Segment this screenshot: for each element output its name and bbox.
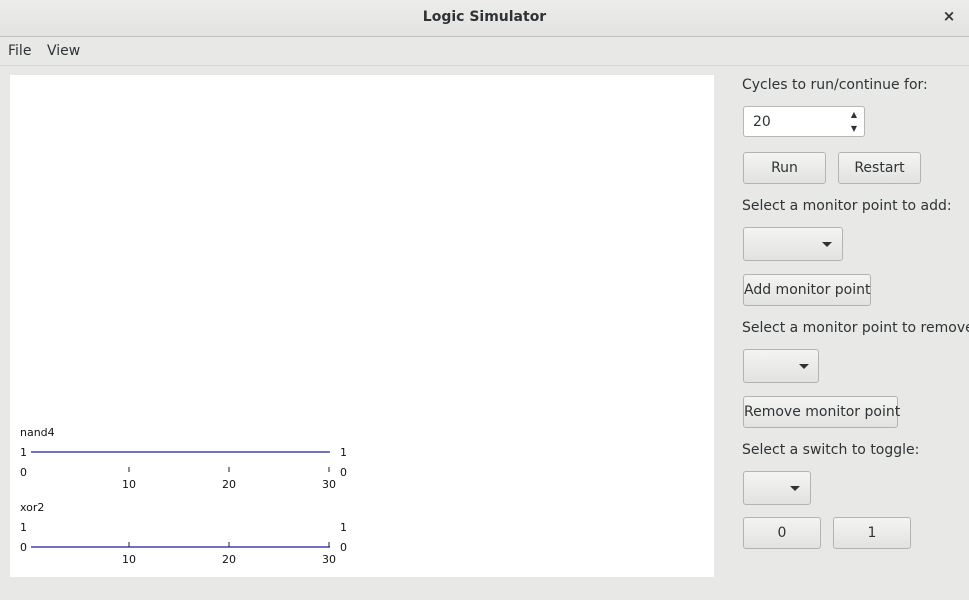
menu-bar: File View (0, 37, 969, 66)
title-bar: Logic Simulator × (0, 0, 969, 37)
axis-tick-label: 20 (222, 553, 236, 566)
chevron-down-icon (822, 242, 832, 247)
window-title: Logic Simulator (422, 9, 547, 25)
add-monitor-select[interactable] (743, 227, 843, 261)
spin-down-icon[interactable]: ▼ (850, 124, 858, 133)
cycles-spinbox[interactable]: ▲ ▼ (743, 106, 865, 137)
trace-high-label-right: 1 (340, 521, 347, 534)
trace-low-label-right: 0 (340, 466, 347, 479)
trace-name: xor2 (20, 501, 44, 514)
axis-tick-label: 10 (122, 478, 136, 491)
remove-monitor-select[interactable] (743, 349, 819, 383)
remove-monitor-label: Select a monitor point to remove: (742, 320, 969, 336)
switch-select[interactable] (743, 471, 811, 505)
close-icon[interactable]: × (942, 7, 956, 25)
signal-trace-canvas[interactable]: nand4 1 0 1 0 10 20 30 xor2 1 0 1 0 10 20 30 (10, 75, 714, 577)
chevron-down-icon (790, 486, 800, 491)
spin-up-icon[interactable]: ▲ (850, 110, 858, 119)
switch-one-button[interactable]: 1 (833, 517, 911, 549)
trace-high-label-left: 1 (20, 521, 27, 534)
trace-low-label-left: 0 (20, 541, 27, 554)
add-monitor-label: Select a monitor point to add: (742, 198, 952, 214)
cycles-label: Cycles to run/continue for: (742, 77, 928, 93)
menu-view[interactable]: View (47, 43, 81, 59)
trace-name: nand4 (20, 426, 55, 439)
remove-monitor-button[interactable]: Remove monitor point (743, 396, 900, 428)
run-button[interactable]: Run (743, 152, 826, 184)
cycles-input[interactable] (744, 107, 844, 136)
trace-high-label-left: 1 (20, 446, 27, 459)
axis-tick-label: 30 (322, 553, 336, 566)
trace-low-label-left: 0 (20, 466, 27, 479)
trace-low-label-right: 0 (340, 541, 347, 554)
toggle-switch-label: Select a switch to toggle: (742, 442, 920, 458)
restart-button[interactable]: Restart (838, 152, 921, 184)
axis-tick-label: 20 (222, 478, 236, 491)
add-monitor-button[interactable]: Add monitor point (743, 274, 871, 306)
axis-tick-label: 10 (122, 553, 136, 566)
trace-high-label-right: 1 (340, 446, 347, 459)
axis-tick-label: 30 (322, 478, 336, 491)
menu-file[interactable]: File (8, 43, 32, 59)
switch-zero-button[interactable]: 0 (743, 517, 821, 549)
chevron-down-icon (799, 364, 809, 369)
